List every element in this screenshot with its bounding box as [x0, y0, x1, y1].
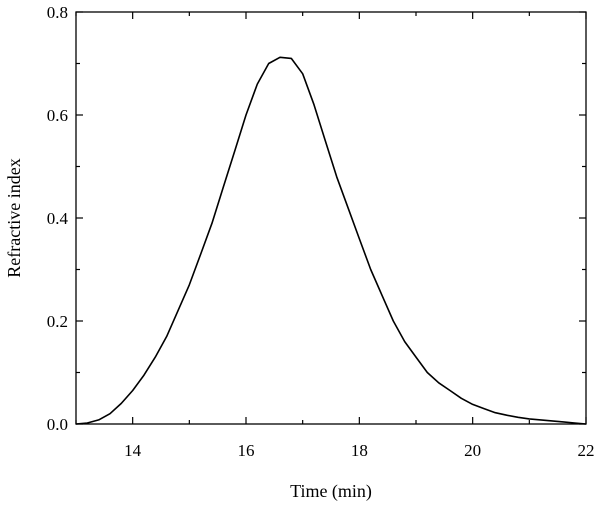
x-tick-label: 14	[124, 441, 142, 460]
y-tick-label: 0.8	[47, 3, 68, 22]
series-layer	[75, 56, 587, 425]
y-tick-label: 0.2	[47, 312, 68, 331]
y-tick-label: 0.6	[47, 106, 68, 125]
x-tick-label: 18	[351, 441, 368, 460]
y-axis-ticks: 0.0 0.2 0.4 0.6 0.8	[47, 3, 586, 434]
series-line	[75, 56, 587, 425]
x-axis-ticks: 14 16 18 20 22	[75, 12, 595, 460]
y-tick-label: 0.4	[47, 209, 69, 228]
x-tick-label: 22	[578, 441, 595, 460]
x-axis-title: Time (min)	[290, 481, 372, 502]
x-tick-label: 16	[238, 441, 255, 460]
y-axis-title: Refractive index	[4, 158, 24, 277]
y-tick-label: 0.0	[47, 415, 68, 434]
x-tick-label: 20	[464, 441, 481, 460]
